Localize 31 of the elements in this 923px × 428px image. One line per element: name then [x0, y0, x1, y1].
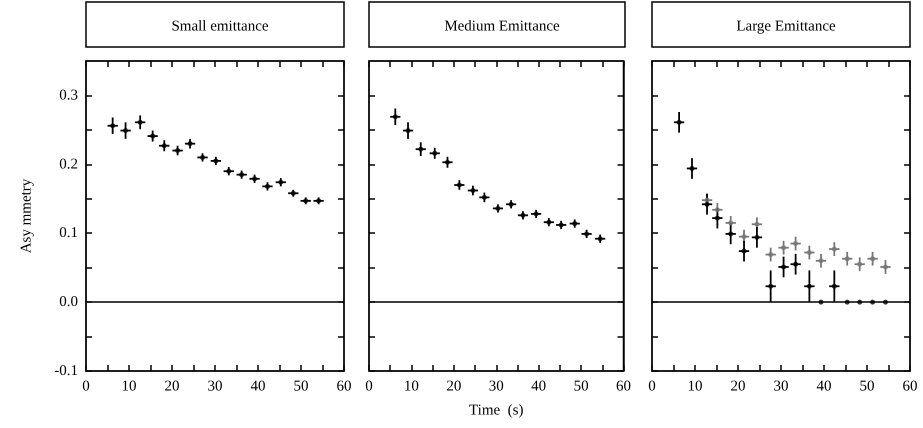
y-tick-label: 0.0	[59, 294, 78, 310]
y-axis-title: Asy mmetry	[18, 178, 34, 254]
x-tick-label: 50	[574, 378, 589, 394]
x-tick-label: 10	[404, 378, 419, 394]
y-tick-label: 0.2	[59, 156, 78, 172]
x-tick-label: 50	[860, 378, 874, 394]
x-tick-label: 60	[336, 378, 352, 394]
x-tick-label: 50	[294, 378, 308, 394]
x-tick-label: 0	[82, 378, 90, 394]
y-tick-label: 0.3	[59, 87, 78, 104]
chart-title: Medium Emittance	[444, 18, 560, 34]
x-tick-label: 0	[648, 378, 656, 394]
chart-title: Large Emittance	[736, 18, 836, 34]
x-tick-label: 10	[688, 378, 702, 394]
x-tick-label: 30	[488, 378, 504, 394]
x-tick-label: 60	[902, 378, 918, 394]
x-tick-label: 10	[122, 378, 136, 394]
x-tick-label: 40	[816, 378, 832, 394]
x-tick-label: 30	[208, 378, 222, 394]
x-tick-label: 40	[250, 378, 266, 394]
x-tick-label: 20	[446, 378, 462, 394]
y-tick-label: -0.1	[54, 363, 78, 379]
x-tick-label: 60	[616, 378, 631, 394]
x-tick-label: 40	[531, 378, 546, 394]
x-tick-label: 20	[164, 378, 180, 394]
chart-title: Small emittance	[171, 18, 269, 34]
y-tick-label: 0.1	[59, 225, 78, 242]
x-tick-label: 30	[774, 378, 788, 394]
x-tick-label: 0	[365, 378, 373, 394]
x-axis-title: Time (s)	[469, 402, 524, 418]
x-tick-label: 20	[730, 378, 746, 394]
